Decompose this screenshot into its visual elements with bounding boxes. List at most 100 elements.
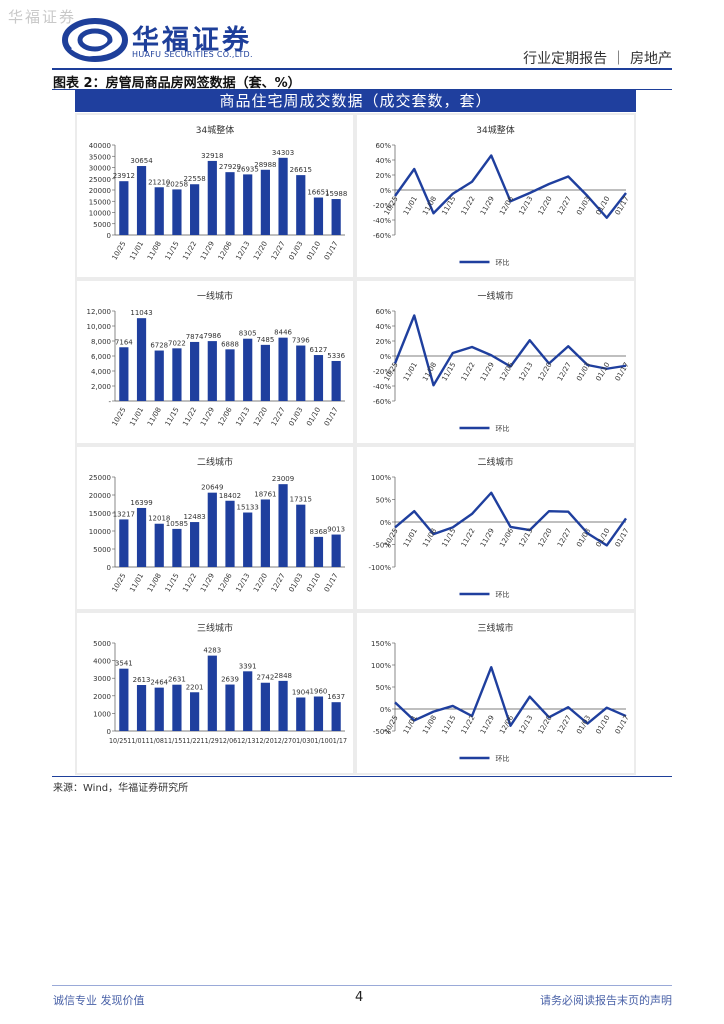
y-tick-label: -20%	[373, 202, 391, 210]
bar	[260, 344, 270, 401]
x-tick-label: 11/01	[128, 406, 145, 427]
y-tick-label: 20%	[375, 338, 391, 346]
y-tick-label: 20000	[89, 492, 111, 500]
series-line	[394, 666, 627, 727]
y-tick-label: 10000	[89, 210, 111, 218]
x-tick-label: 01/03	[575, 527, 592, 548]
legend-label: 环比	[496, 754, 510, 763]
x-tick-label: 11/15	[164, 572, 181, 593]
bar-value-label: 9013	[327, 526, 345, 534]
series-line	[394, 491, 627, 547]
bar	[243, 671, 253, 731]
y-tick-label: 4000	[93, 658, 111, 666]
x-tick-label: 12/13	[234, 240, 251, 261]
chart-panel-line-4: 三线城市 -50% 0% 50% 100% 150% 10/25 11/01 11/08 11/1…	[357, 613, 634, 773]
y-tick-label: 50%	[375, 497, 391, 505]
y-tick-label: 0%	[380, 353, 391, 361]
x-tick-label: 11/08	[146, 406, 163, 427]
chart-title: 一线城市	[477, 290, 513, 302]
x-tick-label: 11/22	[460, 361, 477, 382]
y-tick-label: 20000	[89, 187, 111, 195]
y-tick-label: -40%	[373, 217, 391, 225]
x-tick-label: 12/27	[556, 361, 573, 382]
bar-value-label: 1904	[292, 688, 310, 696]
bar-value-label: 6888	[221, 340, 239, 348]
x-tick-label: 01/03	[575, 361, 592, 382]
y-tick-label: 60%	[375, 142, 391, 150]
bar-value-label: 20649	[201, 484, 223, 492]
bar	[313, 355, 324, 401]
bar	[119, 668, 129, 731]
bar	[296, 504, 306, 567]
bar-value-label: 15133	[237, 504, 259, 512]
bar	[296, 345, 306, 401]
x-tick-label: 11/29	[199, 406, 216, 427]
y-tick-label: 5000	[93, 546, 111, 554]
logo-english-name: HUAFU SECURITIES CO.,LTD.	[132, 50, 253, 59]
bar-value-label: 10585	[166, 520, 188, 528]
bar	[225, 349, 235, 401]
bar-value-label: 13217	[113, 510, 135, 518]
x-tick-label: 01/10	[305, 406, 322, 427]
x-tick-label: 01/17	[323, 240, 340, 261]
bar	[260, 169, 270, 235]
bar-value-label: 20258	[166, 180, 188, 188]
bar-value-label: 23009	[272, 475, 294, 483]
bar-value-label: 2464	[150, 679, 168, 687]
bar	[207, 492, 217, 567]
x-tick-label: 12/27	[270, 240, 287, 261]
report-category: 行业定期报告 ｜ 房地产	[523, 51, 672, 67]
bar-value-label: 5336	[327, 352, 345, 360]
bar-value-label: 11043	[130, 309, 152, 317]
x-tick-label: 12/20	[537, 361, 554, 382]
bar-value-label: 7986	[203, 332, 221, 340]
x-tick-label: 10/25	[111, 406, 128, 427]
x-tick-label: 01/10	[594, 527, 611, 548]
line-chart-tier3: 三线城市-50%0%50%100%150%10/25 11/01 11/08 11/1…	[371, 622, 631, 763]
y-tick-label: 150%	[371, 640, 391, 648]
bar-value-label: 7396	[292, 337, 310, 345]
bar-value-label: 1637	[327, 693, 345, 701]
x-tick-label: 11/22	[460, 714, 477, 735]
bar-value-label: 32918	[201, 152, 223, 160]
x-tick-label: 01/03	[287, 240, 304, 261]
bar	[331, 702, 341, 731]
y-tick-label: 8,000	[91, 338, 111, 346]
x-tick-label: 12/13	[234, 406, 251, 427]
x-tick-label: 11/29	[199, 240, 216, 261]
bar-value-label: 26615	[290, 166, 312, 174]
bar	[119, 347, 129, 401]
chart-panel-bar-2: 一线城市 - 2,000 4,000 6,000 8,000 10,000 12,000 716…	[77, 281, 353, 443]
chart-panel-line-1: 34城整体 -60% -40% -20% 0% 20% 40% 60% 10/25 11/01 11…	[357, 115, 634, 277]
bar-value-label: 18402	[219, 492, 241, 500]
bar-value-label: 21210	[148, 178, 170, 186]
bar-value-label: 18761	[254, 490, 276, 498]
x-tick-label: 11/22	[181, 572, 198, 593]
watermark-text: 华福证券	[8, 8, 77, 26]
x-tick-label: 11/01	[402, 527, 419, 548]
bar	[260, 682, 270, 731]
bar	[243, 512, 253, 567]
bar	[313, 536, 324, 567]
y-tick-label: -40%	[373, 383, 391, 391]
x-tick-label: 11/29	[479, 714, 496, 735]
y-tick-label: 4,000	[91, 368, 111, 376]
y-tick-label: 30000	[89, 165, 111, 173]
y-tick-label: 20%	[375, 172, 391, 180]
x-tick-label: 11/01	[128, 572, 145, 593]
x-tick-label: 01/10	[305, 240, 322, 261]
bar	[331, 199, 341, 235]
bar-value-label: 2848	[274, 672, 292, 680]
figure-bottom-divider	[52, 776, 672, 777]
bar	[225, 500, 235, 567]
bar	[154, 523, 164, 567]
line-chart-tier2: 二线城市 -100% -50% 0% 50% 100% 10/25 11/01 11/08 11/…	[368, 456, 630, 599]
x-tick-label: 10/25	[383, 714, 400, 735]
y-tick-label: -100%	[368, 564, 391, 572]
bar-value-label: 1960	[310, 688, 328, 696]
y-tick-label: 40%	[375, 157, 391, 165]
y-tick-label: 0%	[380, 706, 391, 714]
chart-panel-line-3: 二线城市 -100% -50% 0% 50% 100% 10/25 11/01 11/08 11/…	[357, 447, 634, 609]
x-tick-label: 12/20	[252, 240, 269, 261]
